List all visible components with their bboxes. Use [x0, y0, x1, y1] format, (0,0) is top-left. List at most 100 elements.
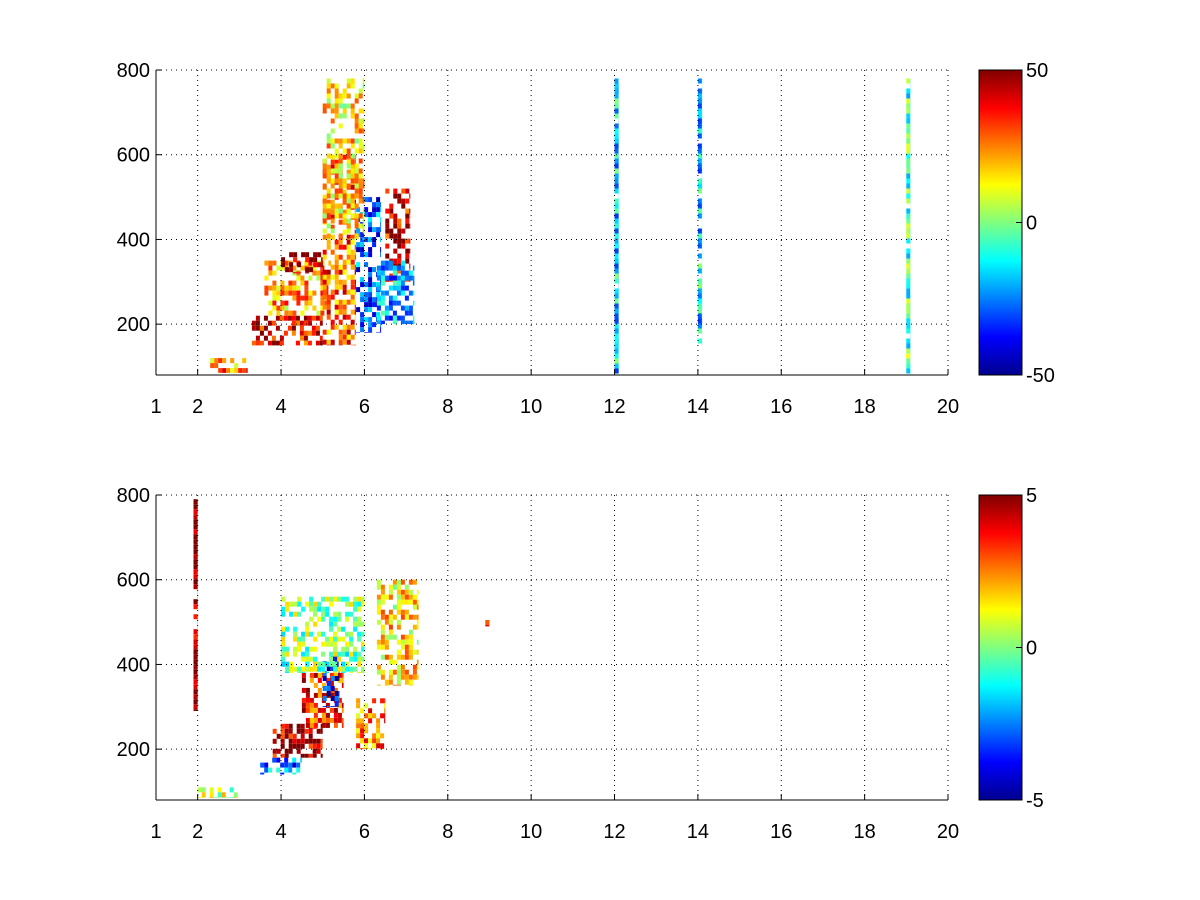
bottom-colorbar: 50-5	[978, 485, 1044, 812]
heatmap-cell	[368, 212, 373, 218]
heatmap-cell	[614, 128, 619, 134]
heatmap-cell	[364, 728, 369, 734]
heatmap-cell	[297, 636, 302, 642]
heatmap-cell	[297, 601, 302, 607]
heatmap-cell	[358, 158, 363, 164]
heatmap-cell	[392, 310, 397, 316]
heatmap-cell	[697, 268, 702, 274]
heatmap-cell	[376, 320, 381, 325]
heatmap-cell	[330, 274, 335, 280]
heatmap-cell	[346, 193, 351, 199]
heatmap-cell	[193, 534, 198, 540]
heatmap-cell	[326, 103, 331, 109]
heatmap-cell	[280, 723, 285, 729]
heatmap-cell	[322, 163, 327, 169]
heatmap-cell	[697, 103, 702, 109]
heatmap-cell	[350, 159, 355, 165]
heatmap-cell	[697, 128, 702, 134]
heatmap-cell	[316, 738, 321, 744]
heatmap-cell	[906, 98, 911, 104]
heatmap-cell	[293, 601, 298, 607]
heatmap-cell	[342, 238, 347, 240]
heatmap-cell	[334, 274, 339, 280]
heatmap-cell	[317, 672, 322, 678]
heatmap-cell	[305, 692, 310, 698]
heatmap-cell	[342, 324, 347, 330]
heatmap-cell	[364, 332, 369, 333]
heatmap-cell	[271, 340, 276, 346]
heatmap-cell	[906, 78, 911, 84]
heatmap-cell	[193, 654, 198, 660]
heatmap-cell	[358, 188, 363, 194]
heatmap-cell	[393, 248, 398, 254]
heatmap-cell	[364, 297, 369, 303]
heatmap-cell	[412, 674, 417, 680]
heatmap-cell	[380, 654, 385, 660]
heatmap-cell	[334, 98, 339, 104]
heatmap-cell	[272, 753, 277, 758]
heatmap-cell	[697, 203, 702, 209]
heatmap-cell	[284, 723, 289, 729]
heatmap-cell	[291, 325, 296, 331]
heatmap-cell	[361, 646, 365, 652]
heatmap-cell	[346, 324, 351, 330]
heatmap-cell	[268, 310, 273, 316]
heatmap-cell	[326, 93, 331, 99]
y-tick-label: 200	[117, 739, 150, 761]
heatmap-cell	[362, 118, 365, 124]
heatmap-cell	[400, 290, 405, 296]
heatmap-cell	[272, 728, 277, 734]
heatmap-cell	[350, 143, 355, 149]
heatmap-cell	[697, 183, 702, 189]
heatmap-cell	[354, 344, 356, 346]
heatmap-cell	[372, 267, 377, 273]
heatmap-cell	[346, 274, 351, 280]
heatmap-cell	[337, 697, 342, 703]
heatmap-cell	[906, 278, 911, 284]
heatmap-cell	[614, 368, 619, 374]
heatmap-cell	[260, 772, 265, 775]
heatmap-cell	[288, 290, 293, 296]
heatmap-cell	[393, 193, 398, 199]
heatmap-cell	[193, 524, 198, 530]
heatmap-cell	[326, 169, 331, 175]
heatmap-cell	[357, 616, 362, 622]
heatmap-cell	[301, 702, 306, 708]
heatmap-cell	[697, 163, 702, 169]
heatmap-cell	[321, 611, 326, 617]
y-tick-label: 400	[117, 229, 150, 251]
heatmap-cell	[338, 691, 340, 696]
heatmap-cell	[342, 264, 347, 270]
heatmap-region	[614, 78, 619, 375]
heatmap-cell	[292, 733, 297, 739]
heatmap-cell	[358, 108, 363, 114]
heatmap-cell	[300, 733, 305, 739]
heatmap-cell	[301, 656, 306, 662]
heatmap-cell	[350, 108, 355, 114]
heatmap-cell	[193, 614, 198, 620]
heatmap-cell	[281, 636, 286, 642]
heatmap-cell	[271, 320, 276, 326]
heatmap-cell	[346, 103, 351, 109]
heatmap-cell	[400, 644, 405, 650]
heatmap-cell	[322, 194, 327, 200]
heatmap-cell	[300, 753, 305, 758]
heatmap-cell	[307, 340, 312, 346]
heatmap-cell	[333, 596, 338, 602]
heatmap-cell	[272, 285, 277, 291]
x-tick-label: 16	[770, 396, 792, 418]
heatmap-cell	[358, 123, 363, 129]
heatmap-cell	[389, 228, 394, 234]
heatmap-cell	[326, 681, 331, 686]
heatmap-cell	[396, 674, 401, 680]
heatmap-cell	[334, 264, 339, 270]
heatmap-cell	[388, 614, 393, 620]
heatmap-cell	[405, 208, 410, 214]
heatmap-cell	[320, 290, 325, 296]
heatmap-cell	[325, 611, 330, 617]
heatmap-cell	[396, 265, 401, 271]
heatmap-cell	[293, 252, 298, 258]
heatmap-cell	[333, 671, 338, 673]
